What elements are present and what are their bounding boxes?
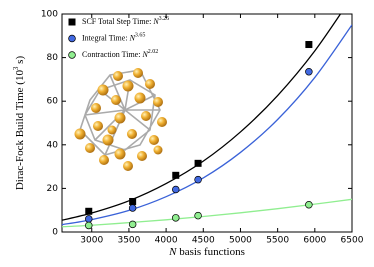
- x-tick-label: 4500: [192, 236, 215, 246]
- data-point: [85, 215, 93, 223]
- data-point: [305, 41, 313, 49]
- data-point: [85, 207, 93, 215]
- data-point: [129, 197, 137, 205]
- legend-exponent: 2.02: [148, 49, 159, 55]
- data-point: [128, 204, 137, 212]
- legend-law: N: [152, 17, 159, 26]
- fit-line: [62, 14, 342, 221]
- data-point: [172, 214, 180, 222]
- legend-exponent: 3.26: [159, 16, 170, 22]
- y-tick-label: 0: [52, 228, 58, 238]
- y-label-sup: 3: [12, 66, 20, 70]
- data-point: [85, 221, 93, 230]
- x-tick-label: 5500: [266, 236, 289, 246]
- y-tick-label: 60: [47, 97, 59, 107]
- y-tick-label: 40: [47, 140, 59, 150]
- data-point: [194, 175, 202, 184]
- legend-name: SCF Total Step Time:: [82, 17, 151, 26]
- y-tick-label: 100: [41, 10, 58, 20]
- legend-marker: [68, 51, 76, 59]
- data-point: [194, 211, 202, 220]
- x-tick-label: 6500: [341, 236, 364, 246]
- fit-line: [62, 24, 352, 226]
- legend-marker: [68, 18, 76, 26]
- fit-lines: [62, 14, 352, 228]
- legend-label: Contraction Time: N2.02: [82, 49, 158, 58]
- legend-label: Integral Time: N3.65: [82, 33, 145, 42]
- data-point: [305, 201, 313, 209]
- y-tick-label: 20: [47, 184, 59, 194]
- cluster-image: [74, 68, 167, 171]
- x-tick-label: 4000: [155, 236, 178, 246]
- data-point: [194, 159, 202, 167]
- data-point: [128, 220, 137, 229]
- y-label-text: Dirac-Fock Build Time (10: [14, 70, 26, 191]
- y-tick-label: 80: [47, 53, 59, 63]
- legend-name: Contraction Time:: [82, 50, 140, 59]
- y-axis-label: Dirac-Fock Build Time (103 s): [12, 56, 26, 191]
- x-tick-label: 3500: [117, 236, 140, 246]
- x-label-var: N: [168, 246, 177, 258]
- legend-exponent: 3.65: [135, 33, 146, 39]
- y-label-suffix: s): [14, 56, 26, 67]
- plot-frame: [61, 13, 353, 233]
- data-point: [172, 185, 180, 194]
- fit-line: [62, 198, 352, 228]
- x-tick-label: 3000: [80, 236, 103, 246]
- legend-law: N: [129, 33, 136, 42]
- data-point: [172, 171, 180, 179]
- legend-name: Integral Time:: [82, 33, 128, 42]
- x-tick-label: 5000: [229, 236, 252, 246]
- x-axis-label: N basis functions: [168, 246, 245, 258]
- x-tick-label: 6000: [303, 236, 326, 246]
- legend-law: N: [141, 50, 148, 59]
- legend-marker: [68, 34, 76, 43]
- data-point: [305, 68, 313, 76]
- legend-label: SCF Total Step Time: N3.26: [82, 16, 169, 25]
- x-label-text: basis functions: [179, 246, 245, 258]
